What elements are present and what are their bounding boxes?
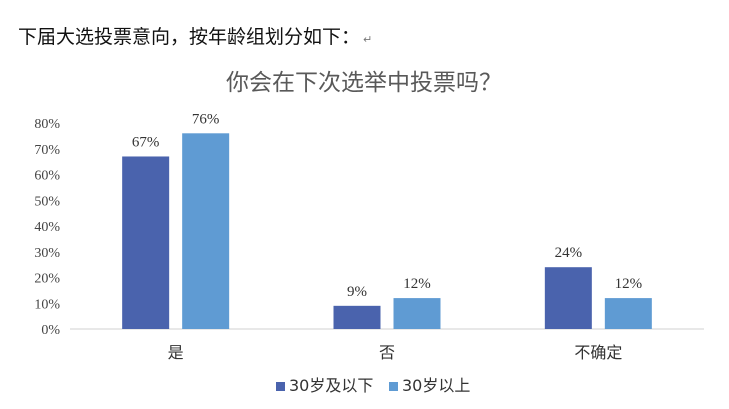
- bar: [544, 267, 592, 329]
- y-axis: 0% 10% 20% 30% 40% 50% 60% 70% 80%: [34, 117, 60, 338]
- x-axis: 是 否 不确定: [168, 343, 623, 362]
- y-tick-label: 30%: [34, 246, 60, 261]
- bar: [604, 298, 652, 329]
- data-label: 12%: [615, 276, 643, 292]
- legend-swatch: [389, 382, 398, 391]
- return-mark: ↵: [363, 33, 373, 46]
- y-tick-label: 20%: [34, 272, 60, 287]
- legend-swatch: [276, 382, 285, 391]
- data-label: 24%: [555, 245, 583, 261]
- heading-text: 下届大选投票意向，按年龄组划分如下： ↵: [18, 22, 372, 49]
- x-tick-label: 是: [168, 343, 184, 362]
- legend-label: 30岁以上: [402, 376, 470, 395]
- legend: 30岁及以下 30岁以上: [276, 376, 470, 395]
- data-label: 9%: [347, 284, 367, 300]
- bar: [333, 305, 381, 329]
- y-tick-label: 10%: [34, 297, 60, 312]
- y-tick-label: 60%: [34, 169, 60, 184]
- x-tick-label: 否: [379, 343, 395, 362]
- data-label: 12%: [403, 276, 431, 292]
- bar: [122, 156, 170, 329]
- data-label: 76%: [192, 111, 220, 127]
- y-tick-label: 70%: [34, 143, 60, 158]
- y-tick-label: 0%: [41, 323, 60, 338]
- x-tick-label: 不确定: [574, 343, 622, 362]
- heading-label: 下届大选投票意向，按年龄组划分如下：: [18, 26, 361, 48]
- y-tick-label: 80%: [34, 117, 60, 132]
- bar: [182, 133, 230, 329]
- y-tick-label: 40%: [34, 220, 60, 235]
- bar-group: 67% 76% 9% 12% 24% 12%: [122, 111, 652, 329]
- bar: [393, 298, 441, 329]
- data-label: 67%: [132, 134, 160, 150]
- y-tick-label: 50%: [34, 194, 60, 209]
- chart-title: 你会在下次选举中投票吗？: [226, 70, 502, 96]
- legend-label: 30岁及以下: [289, 376, 373, 395]
